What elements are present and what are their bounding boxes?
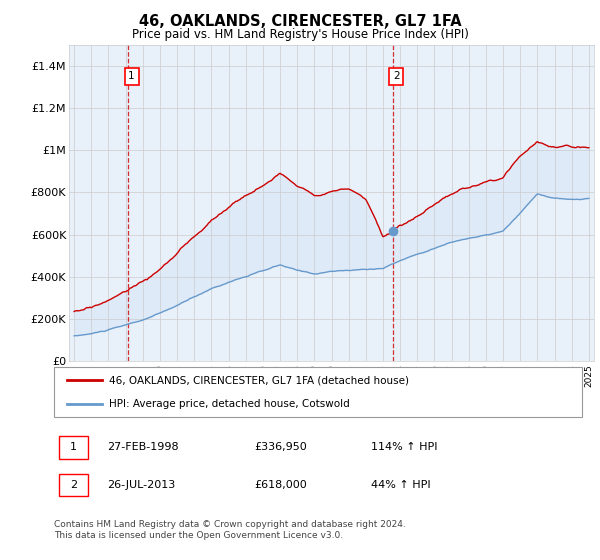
Text: HPI: Average price, detached house, Cotswold: HPI: Average price, detached house, Cots… (109, 399, 350, 409)
Text: 1: 1 (128, 72, 135, 81)
Text: 46, OAKLANDS, CIRENCESTER, GL7 1FA (detached house): 46, OAKLANDS, CIRENCESTER, GL7 1FA (deta… (109, 375, 409, 385)
Text: 2: 2 (393, 72, 400, 81)
FancyBboxPatch shape (54, 367, 582, 417)
Text: 44% ↑ HPI: 44% ↑ HPI (371, 480, 430, 490)
Text: £618,000: £618,000 (254, 480, 307, 490)
Text: 114% ↑ HPI: 114% ↑ HPI (371, 442, 437, 452)
Text: Contains HM Land Registry data © Crown copyright and database right 2024.
This d: Contains HM Land Registry data © Crown c… (54, 520, 406, 540)
Text: 46, OAKLANDS, CIRENCESTER, GL7 1FA: 46, OAKLANDS, CIRENCESTER, GL7 1FA (139, 14, 461, 29)
Text: 2: 2 (70, 480, 77, 490)
FancyBboxPatch shape (59, 474, 88, 496)
Text: 1: 1 (70, 442, 77, 452)
FancyBboxPatch shape (59, 436, 88, 459)
Text: 26-JUL-2013: 26-JUL-2013 (107, 480, 175, 490)
Text: 27-FEB-1998: 27-FEB-1998 (107, 442, 178, 452)
Text: £336,950: £336,950 (254, 442, 307, 452)
Text: Price paid vs. HM Land Registry's House Price Index (HPI): Price paid vs. HM Land Registry's House … (131, 28, 469, 41)
